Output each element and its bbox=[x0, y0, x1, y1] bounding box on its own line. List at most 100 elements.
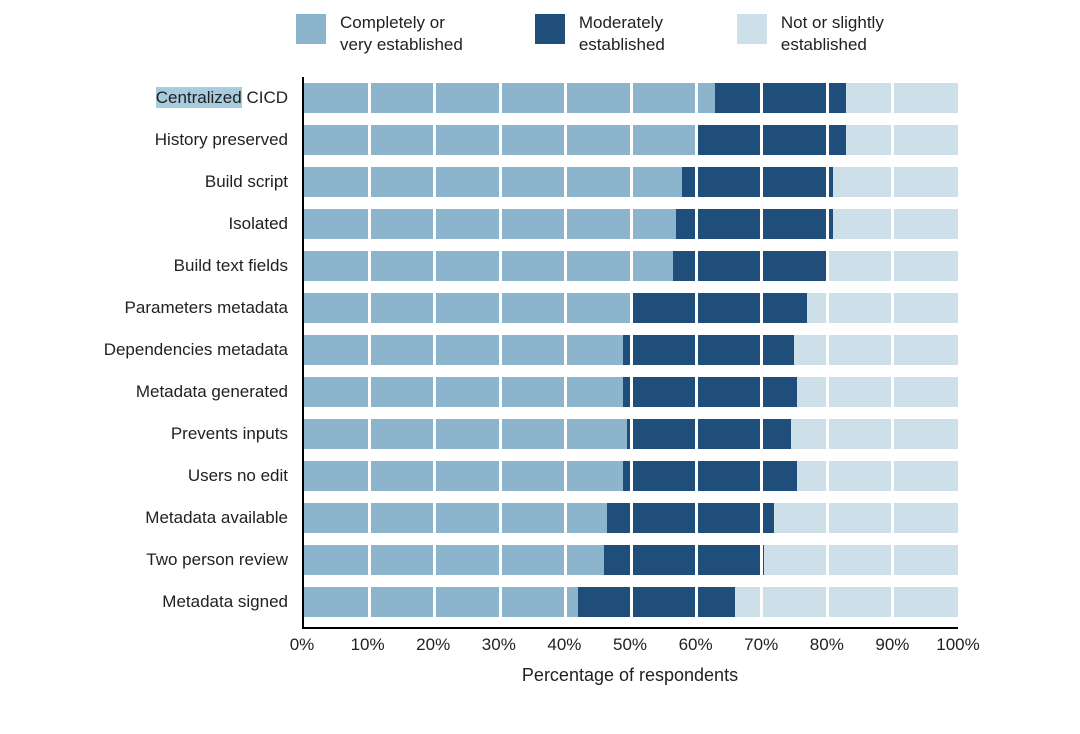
row-label-history-preserved: History preserved bbox=[154, 129, 288, 149]
segment-completely-or-very-established bbox=[302, 586, 578, 617]
chart-row: Metadata available bbox=[0, 497, 958, 539]
segment-completely-or-very-established bbox=[302, 502, 608, 533]
bar-metadata-signed bbox=[302, 586, 958, 617]
segment-completely-or-very-established bbox=[302, 544, 604, 575]
segment-not-or-slightly-established bbox=[774, 502, 958, 533]
segment-completely-or-very-established bbox=[302, 250, 673, 281]
segment-completely-or-very-established bbox=[302, 376, 624, 407]
segment-moderately-established bbox=[675, 208, 834, 239]
segment-moderately-established bbox=[607, 502, 775, 533]
row-label-prevents-inputs: Prevents inputs bbox=[170, 423, 288, 443]
tick-label-80: 80% bbox=[809, 634, 844, 654]
legend-swatch-not-established bbox=[736, 14, 767, 44]
row-label-metadata-generated: Metadata generated bbox=[135, 381, 288, 401]
segment-moderately-established bbox=[626, 418, 791, 449]
bar-history-preserved bbox=[302, 124, 958, 155]
tick-label-90: 90% bbox=[875, 634, 910, 654]
chart-rows: Centralized CICD History preserved Build s… bbox=[0, 76, 958, 629]
segment-not-or-slightly-established bbox=[764, 544, 958, 575]
bar-centralized-cicd bbox=[302, 82, 958, 113]
legend-swatch-completely-established bbox=[296, 14, 326, 44]
row-label-isolated: Isolated bbox=[228, 213, 288, 233]
tick-label-50: 50% bbox=[612, 634, 648, 654]
row-label-dependencies-metadata: Dependencies metadata bbox=[103, 339, 288, 359]
legend-label: Not or slightly established bbox=[780, 13, 884, 55]
legend-item-not-established: Not or slightly established bbox=[736, 12, 884, 57]
legend-swatch-moderately-established bbox=[534, 14, 565, 44]
chart-row: Build script bbox=[0, 161, 958, 203]
chart-row: Parameters metadata bbox=[0, 287, 958, 329]
segment-completely-or-very-established bbox=[302, 334, 624, 365]
tick-label-0: 0% bbox=[289, 634, 315, 654]
segment-not-or-slightly-established bbox=[797, 376, 958, 407]
segment-not-or-slightly-established bbox=[790, 418, 958, 449]
row-label-build-text-fields: Build text fields bbox=[173, 255, 288, 275]
segment-not-or-slightly-established bbox=[793, 334, 958, 365]
segment-moderately-established bbox=[695, 124, 847, 155]
chart-row: Metadata signed bbox=[0, 581, 958, 623]
chart-row: Prevents inputs bbox=[0, 413, 958, 455]
segment-completely-or-very-established bbox=[302, 208, 676, 239]
segment-not-or-slightly-established bbox=[846, 124, 958, 155]
bar-isolated bbox=[302, 208, 958, 239]
bar-two-person-review bbox=[302, 544, 958, 575]
segment-moderately-established bbox=[672, 250, 827, 281]
chart-row: Isolated bbox=[0, 203, 958, 245]
legend: Completely or very established Moderatel… bbox=[296, 12, 1080, 57]
chart-row: Build text fields bbox=[0, 245, 958, 287]
segment-moderately-established bbox=[577, 586, 735, 617]
segment-not-or-slightly-established bbox=[846, 82, 958, 113]
segment-not-or-slightly-established bbox=[833, 208, 958, 239]
segment-completely-or-very-established bbox=[302, 124, 696, 155]
row-label-two-person-review: Two person review bbox=[146, 549, 288, 569]
segment-not-or-slightly-established bbox=[833, 166, 958, 197]
tick-label-70: 70% bbox=[744, 634, 779, 654]
tick-label-60: 60% bbox=[678, 634, 713, 654]
segment-not-or-slightly-established bbox=[807, 292, 958, 323]
segment-not-or-slightly-established bbox=[797, 460, 958, 491]
highlighted-word: Centralized bbox=[155, 86, 242, 108]
row-label-build-script: Build script bbox=[204, 171, 288, 191]
bar-users-no-edit bbox=[302, 460, 958, 491]
bar-metadata-available bbox=[302, 502, 958, 533]
legend-label: Moderately established bbox=[578, 13, 665, 55]
segment-not-or-slightly-established bbox=[734, 586, 958, 617]
segment-moderately-established bbox=[623, 334, 794, 365]
chart-row: Metadata generated bbox=[0, 371, 958, 413]
tick-label-10: 10% bbox=[350, 634, 385, 654]
tick-label-40: 40% bbox=[547, 634, 582, 654]
segment-moderately-established bbox=[623, 460, 798, 491]
bar-build-text-fields bbox=[302, 250, 958, 281]
segment-moderately-established bbox=[623, 376, 798, 407]
segment-not-or-slightly-established bbox=[826, 250, 958, 281]
segment-completely-or-very-established bbox=[302, 418, 627, 449]
stacked-bar-chart: Centralized CICD History preserved Build s… bbox=[0, 76, 1080, 629]
segment-completely-or-very-established bbox=[302, 82, 716, 113]
segment-moderately-established bbox=[630, 292, 808, 323]
legend-item-completely-established: Completely or very established bbox=[296, 12, 463, 57]
chart-row: History preserved bbox=[0, 119, 958, 161]
bar-build-script bbox=[302, 166, 958, 197]
x-axis-label: Percentage of respondents bbox=[521, 664, 739, 685]
tick-label-100: 100% bbox=[936, 634, 980, 654]
bar-parameters-metadata bbox=[302, 292, 958, 323]
segment-completely-or-very-established bbox=[302, 292, 630, 323]
row-label-users-no-edit: Users no edit bbox=[187, 465, 288, 485]
row-label-centralized-cicd: Centralized CICD bbox=[155, 86, 288, 108]
bar-metadata-generated bbox=[302, 376, 958, 407]
row-label-metadata-available: Metadata available bbox=[145, 507, 288, 527]
legend-label: Completely or very established bbox=[340, 13, 463, 55]
chart-row: Centralized CICD bbox=[0, 77, 958, 119]
row-label-metadata-signed: Metadata signed bbox=[162, 591, 288, 611]
segment-moderately-established bbox=[715, 82, 847, 113]
tick-label-30: 30% bbox=[481, 634, 516, 654]
chart-row: Users no edit bbox=[0, 455, 958, 497]
chart-row: Dependencies metadata bbox=[0, 329, 958, 371]
bar-prevents-inputs bbox=[302, 418, 958, 449]
segment-completely-or-very-established bbox=[302, 460, 624, 491]
chart-row: Two person review bbox=[0, 539, 958, 581]
row-label-parameters-metadata: Parameters metadata bbox=[124, 297, 288, 317]
segment-completely-or-very-established bbox=[302, 166, 683, 197]
x-axis-ticks: 0% 10% 20% 30% 40% 50% 60% 70% 80% 90% 100% bbox=[290, 623, 980, 657]
legend-item-moderately-established: Moderately established bbox=[534, 12, 665, 57]
